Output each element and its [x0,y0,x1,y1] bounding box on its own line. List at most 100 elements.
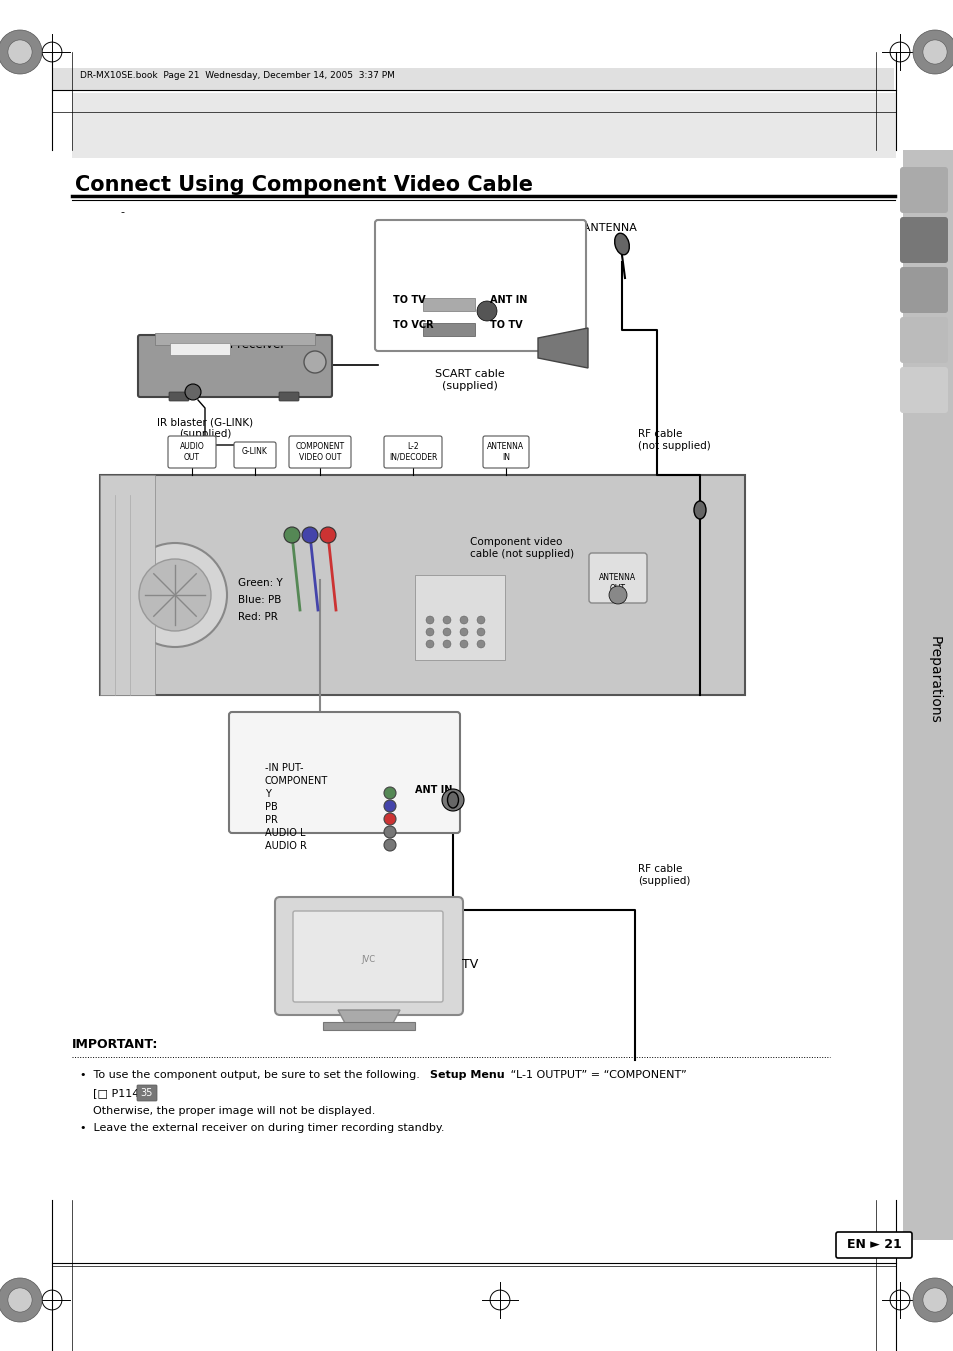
Polygon shape [537,328,587,367]
Text: L-2
IN/DECODER: L-2 IN/DECODER [389,442,436,462]
FancyBboxPatch shape [169,392,189,401]
Bar [170,343,230,355]
Circle shape [459,628,468,636]
Text: IMPORTANT:: IMPORTANT: [71,1039,158,1051]
Circle shape [185,384,201,400]
Text: DR-MX10SE.book  Page 21  Wednesday, December 14, 2005  3:37 PM: DR-MX10SE.book Page 21 Wednesday, Decemb… [80,70,395,80]
Circle shape [459,640,468,648]
Text: TV: TV [461,958,477,971]
Circle shape [426,628,434,636]
Circle shape [476,301,497,322]
Text: G-LINK: G-LINK [242,447,268,457]
Bar [323,1021,415,1029]
Text: -: - [120,207,124,218]
FancyBboxPatch shape [293,911,442,1002]
Text: AUDIO R: AUDIO R [265,842,307,851]
Bar [100,476,154,694]
Circle shape [384,788,395,798]
Text: •  To use the component output, be sure to set the following.: • To use the component output, be sure t… [80,1070,423,1079]
FancyBboxPatch shape [835,1232,911,1258]
Circle shape [922,1288,946,1312]
Text: COMPONENT: COMPONENT [265,775,328,786]
Text: RF cable
(not supplied): RF cable (not supplied) [638,430,710,451]
Bar [415,576,504,661]
FancyBboxPatch shape [138,335,332,397]
Bar [422,299,475,311]
FancyBboxPatch shape [168,436,215,467]
FancyBboxPatch shape [137,1085,157,1101]
Circle shape [384,813,395,825]
Bar [71,93,895,158]
Text: IR blaster (G-LINK)
(supplied): IR blaster (G-LINK) (supplied) [157,417,253,439]
Text: RF cable
(supplied): RF cable (supplied) [638,865,690,886]
Text: “L-1 OUTPUT” = “COMPONENT”: “L-1 OUTPUT” = “COMPONENT” [506,1070,686,1079]
Circle shape [442,628,451,636]
Circle shape [0,1278,42,1323]
Polygon shape [337,1011,399,1025]
FancyBboxPatch shape [899,168,947,213]
Text: JVC: JVC [360,955,375,965]
Text: [□ P114]: [□ P114] [92,1088,144,1098]
FancyBboxPatch shape [229,712,459,834]
Circle shape [8,41,32,63]
Circle shape [384,839,395,851]
Circle shape [442,640,451,648]
Text: AUDIO L: AUDIO L [265,828,305,838]
Bar [902,150,953,1240]
FancyBboxPatch shape [233,442,275,467]
Circle shape [442,616,451,624]
FancyBboxPatch shape [588,553,646,603]
Circle shape [476,628,484,636]
Text: TO CABLE OR ANTENNA: TO CABLE OR ANTENNA [503,223,636,232]
Circle shape [608,586,626,604]
Circle shape [319,527,335,543]
Text: AUDIO
OUT: AUDIO OUT [179,442,204,462]
Circle shape [912,30,953,74]
Bar [154,332,314,345]
Text: ANTENNA
OUT: ANTENNA OUT [598,573,636,593]
FancyBboxPatch shape [375,220,585,351]
Circle shape [0,30,42,74]
Circle shape [384,825,395,838]
Text: Green: Y: Green: Y [237,578,282,588]
Text: Blue: PB: Blue: PB [237,594,281,605]
Circle shape [476,640,484,648]
Text: Red: PR: Red: PR [237,612,277,621]
Circle shape [912,1278,953,1323]
Text: Component video
cable (not supplied): Component video cable (not supplied) [470,538,574,559]
Text: Otherwise, the proper image will not be displayed.: Otherwise, the proper image will not be … [92,1106,375,1116]
Text: External receiver: External receiver [184,339,285,351]
Text: EN ► 21: EN ► 21 [845,1239,901,1251]
Ellipse shape [447,792,458,808]
Text: TO TV: TO TV [393,295,425,305]
Text: 35: 35 [141,1088,153,1098]
Ellipse shape [693,501,705,519]
Circle shape [8,1288,32,1312]
Text: Audio cable
(not supplied): Audio cable (not supplied) [424,592,497,613]
Circle shape [476,616,484,624]
Circle shape [139,559,211,631]
Circle shape [384,800,395,812]
FancyBboxPatch shape [899,267,947,313]
Text: SCART cable
(supplied): SCART cable (supplied) [435,369,504,390]
Bar [52,68,893,91]
Bar [422,323,475,336]
Circle shape [426,640,434,648]
FancyBboxPatch shape [899,218,947,263]
FancyBboxPatch shape [274,897,462,1015]
Text: PB: PB [265,802,277,812]
FancyBboxPatch shape [482,436,529,467]
Text: Y: Y [265,789,271,798]
Circle shape [284,527,299,543]
Text: -IN PUT-: -IN PUT- [265,763,303,773]
Bar [100,476,744,694]
Text: COMPONENT
VIDEO OUT: COMPONENT VIDEO OUT [295,442,344,462]
Ellipse shape [614,234,629,255]
Text: TO TV: TO TV [490,320,522,330]
Circle shape [123,543,227,647]
FancyBboxPatch shape [289,436,351,467]
Circle shape [302,527,317,543]
Circle shape [426,616,434,624]
Circle shape [922,41,946,63]
Text: Connect Using Component Video Cable: Connect Using Component Video Cable [75,176,533,195]
